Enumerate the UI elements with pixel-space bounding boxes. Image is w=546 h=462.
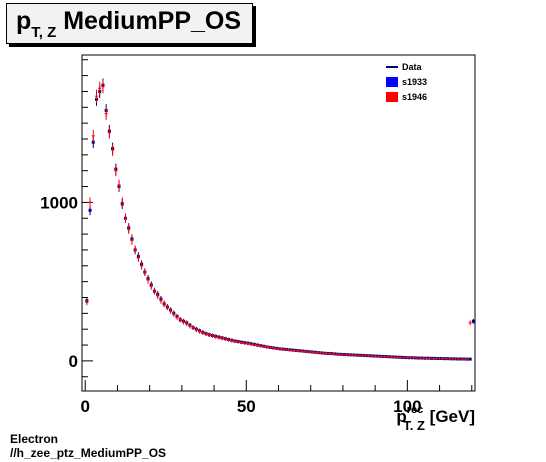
x-axis-label-sub: T, Z (403, 418, 425, 430)
x-axis-label-main: p (396, 407, 406, 426)
title-rest: MediumPP_OS (56, 7, 242, 35)
title-subscript: T, Z (31, 24, 57, 41)
data-point (471, 319, 475, 323)
footer-line-2: //h_zee_ptz_MediumPP_OS (10, 446, 167, 460)
series-s1946 (85, 80, 472, 360)
data-point (468, 357, 472, 361)
plot-title: pT, Z MediumPP_OS (6, 3, 253, 44)
legend-label: Data (402, 62, 423, 72)
data-point (88, 208, 92, 212)
title-main: p (16, 7, 32, 35)
x-axis-label-unit: [GeV] (425, 407, 475, 426)
x-tick-label: 0 (80, 397, 89, 416)
x-axis-label-sup: rec (407, 404, 424, 416)
legend: Data s1933 s1946 (386, 62, 427, 102)
plot-frame (81, 54, 476, 392)
y-tick-label: 0 (69, 352, 78, 371)
x-tick-label: 100 (393, 397, 421, 416)
legend-swatch-s1946 (386, 92, 398, 102)
legend-swatch-s1933 (386, 77, 398, 87)
y-tick-label: 1000 (40, 193, 78, 212)
series-data (85, 78, 475, 361)
legend-label: s1946 (402, 92, 427, 102)
legend-label: s1933 (402, 77, 427, 87)
data-point (91, 140, 95, 144)
x-axis-label: prec T, Z [GeV] (396, 404, 475, 430)
x-tick-label: 50 (237, 397, 256, 416)
footer-line-1: Electron (10, 432, 59, 446)
